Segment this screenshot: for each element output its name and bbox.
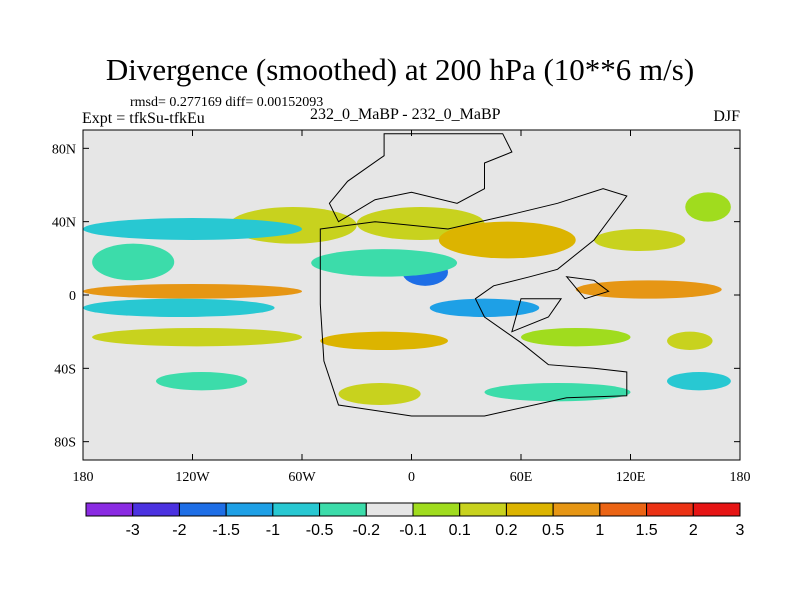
y-tick-label: 80N xyxy=(52,142,76,157)
divergence-region-10 xyxy=(429,298,540,318)
divergence-region-18 xyxy=(338,383,421,405)
colorbar-label: 0.2 xyxy=(495,522,517,539)
x-tick-label: 120W xyxy=(175,470,210,485)
colorbar-swatch-14 xyxy=(692,502,741,517)
y-tick-label: 80S xyxy=(54,436,76,451)
colorbar-label: 3 xyxy=(736,522,745,539)
divergence-region-7 xyxy=(83,284,302,299)
y-tick-label: 40N xyxy=(52,216,76,231)
colorbar-swatch-11 xyxy=(552,502,601,517)
divergence-region-17 xyxy=(156,372,248,391)
colorbar-swatch-9 xyxy=(459,502,507,517)
divergence-region-4 xyxy=(83,218,302,240)
x-tick-label: 120E xyxy=(616,470,646,485)
colorbar-swatch-4 xyxy=(225,502,274,517)
coastline-segment-2 xyxy=(319,188,628,417)
colorbar-label: 1.5 xyxy=(635,522,657,539)
colorbar-label: -0.2 xyxy=(352,522,380,539)
divergence-region-20 xyxy=(667,372,731,391)
colorbar-swatch-6 xyxy=(319,502,367,517)
colorbar-swatch-7 xyxy=(365,502,414,517)
divergence-region-19 xyxy=(484,383,631,402)
x-tick-label: 180 xyxy=(730,470,751,485)
colorbar: -3 -2 -1.5 -1 -0.5 -0.2 -0.1 0.1 0.2 0.5 1 1.5 2 3 xyxy=(85,502,745,539)
y-tick-label: 40S xyxy=(54,362,76,377)
x-tick-label: 60W xyxy=(288,470,316,485)
divergence-region-12 xyxy=(594,229,686,251)
rmsd-diff-stats: rmsd= 0.277169 diff= 0.00152093 xyxy=(130,95,324,110)
colorbar-swatch-5 xyxy=(272,502,321,517)
colorbar-label: 0.5 xyxy=(542,522,564,539)
colorbar-swatch-12 xyxy=(599,502,648,517)
divergence-region-9 xyxy=(83,298,275,318)
chart-title: Divergence (smoothed) at 200 hPa (10**6 … xyxy=(105,52,695,87)
y-tick-label: 0 xyxy=(69,289,76,304)
case-label: 232_0_MaBP - 232_0_MaBP xyxy=(310,106,501,123)
colorbar-swatch-10 xyxy=(505,502,554,517)
experiment-label: Expt = tfkSu-tfkEu xyxy=(82,110,205,127)
paleo-coastline xyxy=(319,133,628,417)
colorbar-swatch-13 xyxy=(646,502,694,517)
colorbar-label: -1.5 xyxy=(212,522,240,539)
divergence-region-21 xyxy=(667,331,713,351)
colorbar-swatch-1 xyxy=(85,502,134,517)
x-tick-label: 60E xyxy=(510,470,533,485)
divergence-region-11 xyxy=(438,221,576,259)
colorbar-label: 1 xyxy=(595,522,604,539)
coastline-segment-4 xyxy=(565,276,610,300)
x-tick-label: 180 xyxy=(73,470,94,485)
divergence-region-14 xyxy=(92,328,302,347)
colorbar-label: 0.1 xyxy=(449,522,471,539)
divergence-region-8 xyxy=(575,280,722,299)
colorbar-label: -0.5 xyxy=(306,522,334,539)
colorbar-label: 2 xyxy=(689,522,698,539)
colorbar-label: -2 xyxy=(172,522,186,539)
season-label: DJF xyxy=(713,108,740,125)
divergence-region-15 xyxy=(320,331,448,351)
colorbar-label: -1 xyxy=(266,522,280,539)
colorbar-swatch-8 xyxy=(412,502,461,517)
divergence-region-6 xyxy=(311,249,458,277)
colorbar-swatch-3 xyxy=(178,502,227,517)
colorbar-label: -3 xyxy=(126,522,140,539)
map-axes: 180 120W 60W 0 60E 120E 180 80N 40N 0 40S 80S xyxy=(52,129,751,485)
map-plot-area xyxy=(83,130,740,460)
coastline-segment-1 xyxy=(328,133,513,223)
divergence-region-1 xyxy=(92,243,175,281)
coastline-segment-3 xyxy=(511,298,563,333)
x-tick-label: 0 xyxy=(408,470,415,485)
colorbar-swatch-2 xyxy=(132,502,180,517)
colorbar-label: -0.1 xyxy=(399,522,427,539)
divergence-region-16 xyxy=(521,328,631,347)
divergence-region-13 xyxy=(685,192,731,222)
